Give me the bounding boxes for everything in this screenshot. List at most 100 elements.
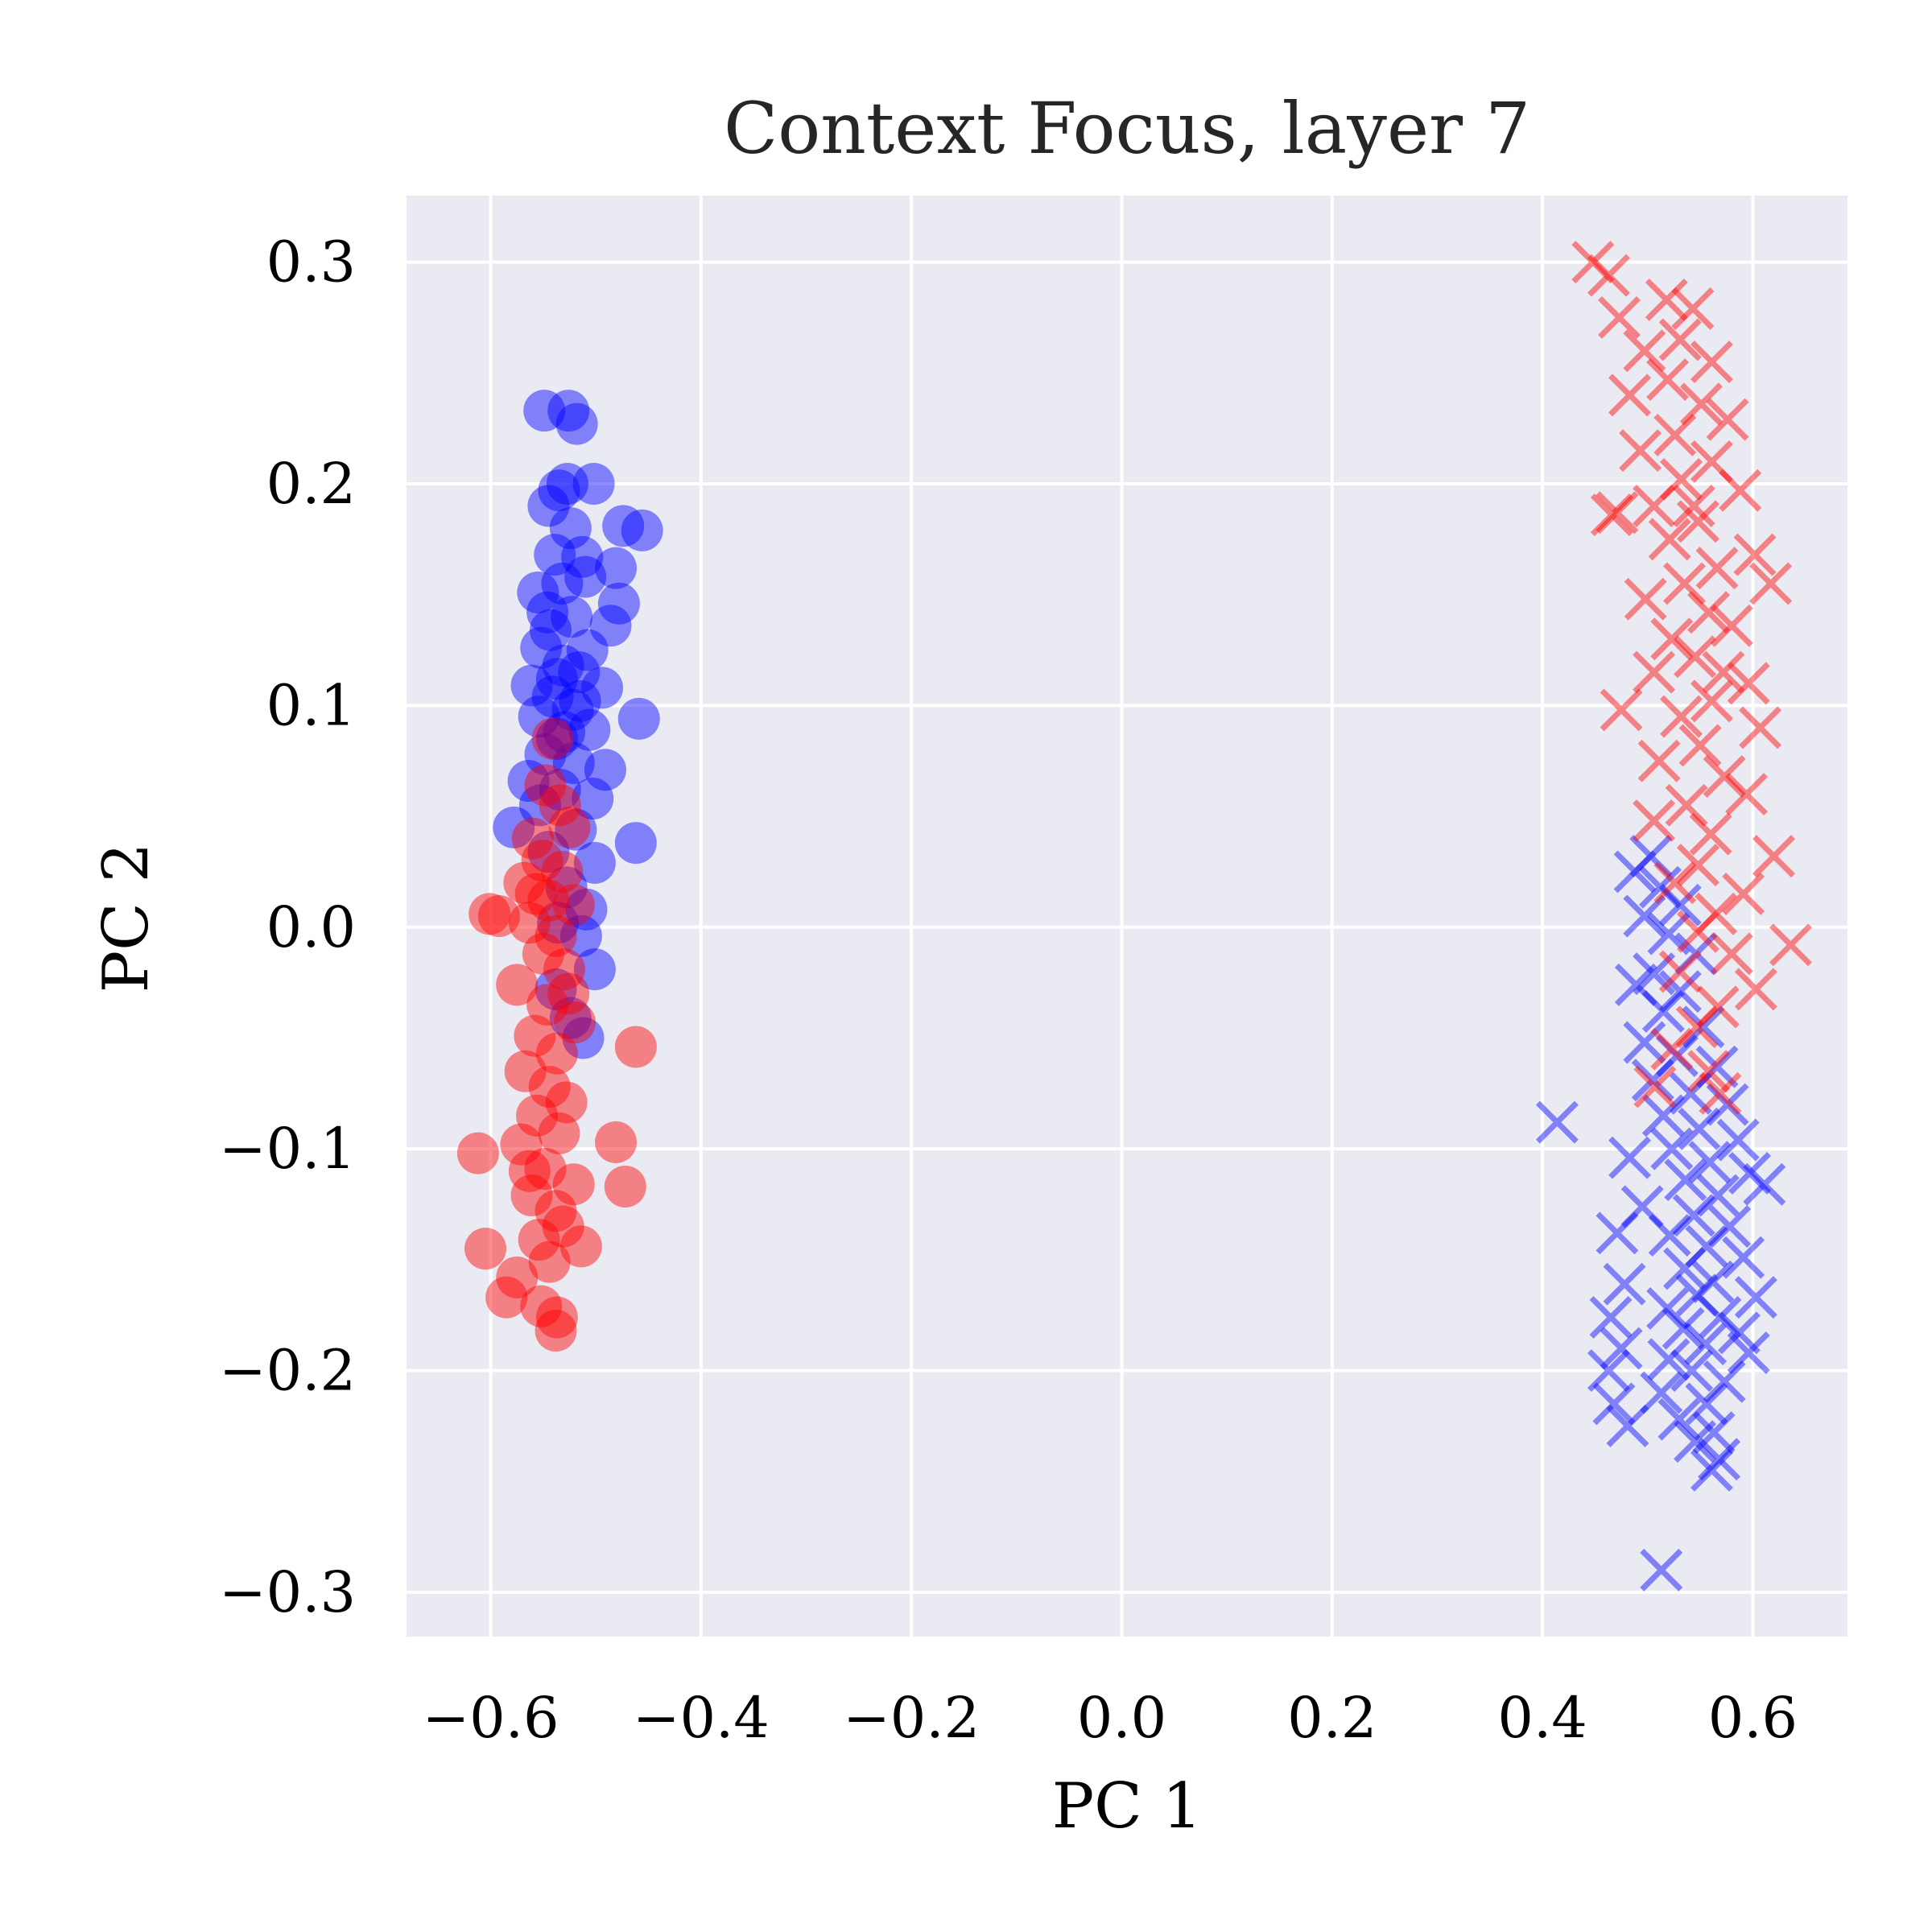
scatter-point-x (1687, 591, 1731, 634)
scatter-point-circle (552, 741, 595, 784)
scatter-point-x (1596, 491, 1639, 535)
scatter-point-circle (535, 914, 577, 957)
scatter-point-x (1646, 1286, 1690, 1330)
scatter-point-x (1657, 1397, 1701, 1441)
scatter-point-x (1727, 662, 1770, 705)
scatter-point-circle (568, 708, 611, 751)
scatter-point-circle (511, 817, 554, 860)
scatter-point-x (1587, 1349, 1630, 1393)
scatter-point-x (1678, 1107, 1721, 1150)
scatter-point-circle (617, 697, 660, 740)
scatter-point-circle (551, 596, 593, 638)
scatter-point-x (1608, 374, 1652, 417)
scatter-point-x (1679, 382, 1723, 426)
scatter-point-circle (551, 688, 594, 731)
scatter-point-x (1743, 1162, 1786, 1206)
scatter-point-x (1675, 1274, 1719, 1317)
scatter-point-x (1645, 278, 1688, 321)
scatter-point-x (1660, 695, 1703, 738)
scatter-point-circle (552, 884, 595, 927)
scatter-point-circle (573, 948, 616, 991)
y-tick-label: −0.3 (219, 1559, 356, 1625)
scatter-point-x (1647, 912, 1690, 956)
scatter-point-x (1734, 968, 1777, 1011)
scatter-point-x (1653, 413, 1697, 456)
scatter-point-circle (535, 717, 578, 760)
scatter-point-circle (531, 717, 574, 760)
scatter-point-x (1734, 1276, 1777, 1319)
scatter-point-x (1660, 458, 1703, 501)
scatter-point-x (1722, 1236, 1765, 1279)
scatter-point-x (1648, 518, 1691, 561)
scatter-point-x (1690, 341, 1733, 384)
x-tick-label: −0.4 (633, 1685, 770, 1751)
scatter-point-x (1719, 469, 1762, 512)
scatter-point-circle (547, 390, 590, 432)
scatter-point-x (1623, 329, 1666, 373)
scatter-point-circle (500, 1123, 543, 1166)
scatter-point-x (1706, 398, 1749, 441)
scatter-point-x (1675, 1005, 1719, 1049)
scatter-point-circle (546, 463, 588, 505)
scatter-point-circle (554, 1001, 597, 1044)
scatter-point-x (1684, 1323, 1728, 1365)
scatter-point-circle (552, 1163, 595, 1206)
scatter-point-circle (581, 667, 624, 709)
scatter-point-x (1613, 850, 1657, 894)
scatter-point-x (1633, 1065, 1677, 1108)
scatter-point-x (1698, 1438, 1741, 1481)
scatter-point-circle (565, 888, 608, 931)
scatter-point-circle (545, 866, 588, 909)
scatter-point-x (1725, 773, 1769, 816)
scatter-point-x (1653, 861, 1697, 905)
scatter-point-x (1592, 1382, 1636, 1426)
scatter-point-circle (595, 1121, 638, 1163)
scatter-point-circle (602, 505, 645, 547)
scatter-point-circle (531, 675, 574, 718)
scatter-point-x (1733, 533, 1777, 576)
scatter-point-x (1687, 1050, 1731, 1093)
scatter-point-circle (614, 1026, 657, 1068)
scatter-point-circle (493, 806, 535, 848)
scatter-point-circle (534, 534, 576, 576)
scatter-point-x (1689, 812, 1732, 856)
scatter-point-circle (566, 629, 609, 671)
scatter-point-x (1658, 318, 1702, 361)
scatter-point-circle (538, 1112, 580, 1154)
scatter-point-x (1722, 872, 1765, 915)
scatter-point-x (1606, 1404, 1649, 1447)
scatter-point-circle (535, 658, 578, 700)
scatter-point-circle (469, 893, 511, 935)
scatter-point-circle (595, 547, 638, 589)
scatter-point-x (1682, 1005, 1725, 1049)
scatter-point-circle (508, 902, 551, 944)
scatter-point-circle (521, 840, 564, 882)
scatter-point-circle (541, 850, 584, 893)
y-tick-label: 0.3 (266, 229, 356, 295)
scatter-point-circle (522, 932, 564, 975)
scatter-point-x (1676, 844, 1719, 887)
x-tick-label: 0.6 (1708, 1685, 1798, 1751)
scatter-point-circle (527, 831, 570, 873)
scatter-point-circle (535, 1309, 577, 1352)
scatter-point-circle (562, 1017, 605, 1059)
scatter-point-x (1702, 650, 1745, 694)
scatter-point-x (1690, 1448, 1733, 1492)
plot-area (407, 196, 1847, 1637)
scatter-point-circle (597, 582, 640, 625)
scatter-point-x (1696, 1174, 1740, 1217)
scatter-point-x (1749, 562, 1793, 605)
scatter-point-x (1633, 650, 1676, 694)
scatter-point-circle (518, 696, 560, 738)
y-axis-ticks: −0.3 −0.2 −0.1 0.0 0.1 0.2 0.3 (219, 229, 356, 1625)
scatter-point-x (1641, 1094, 1685, 1137)
x-tick-label: 0.2 (1287, 1685, 1377, 1751)
scatter-point-circle (537, 902, 580, 944)
scatter-point-x (1685, 1382, 1728, 1426)
scatter-point-circle (559, 914, 602, 957)
x-tick-label: −0.2 (843, 1685, 980, 1751)
scatter-point-circle (614, 822, 657, 865)
scatter-point-x (1658, 970, 1702, 1013)
scatter-point-circle (564, 555, 607, 598)
scatter-point-x (1663, 562, 1706, 605)
